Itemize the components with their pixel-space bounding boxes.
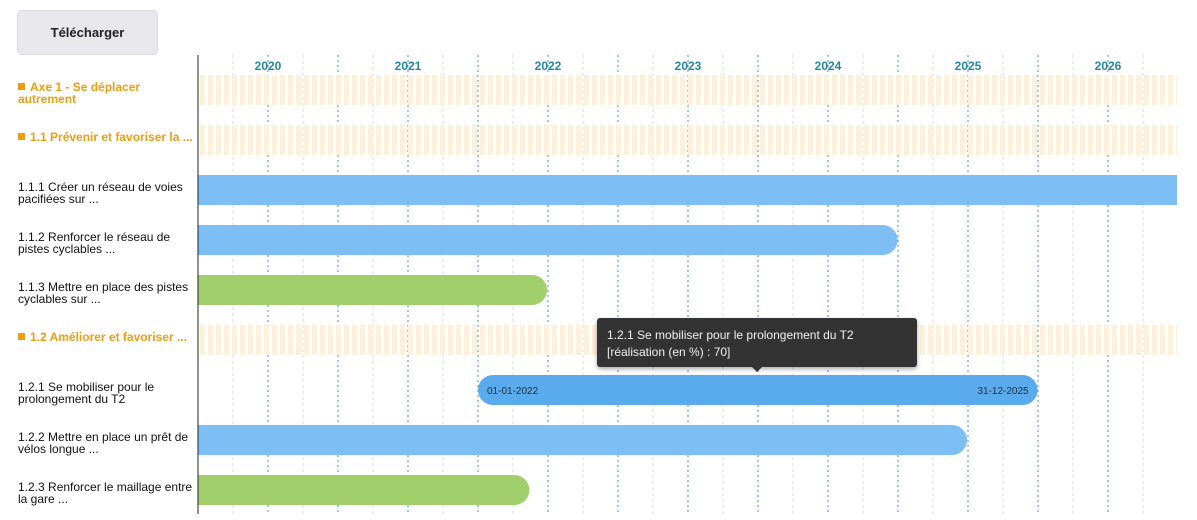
group-row-band: [198, 75, 1177, 105]
bar-start-date: 01-01-2022: [487, 386, 539, 397]
task-bar: [198, 275, 548, 305]
bar-end-date: 31-12-2025: [977, 386, 1029, 397]
group-label: 1.1 Prévenir et favoriser la ...: [18, 131, 193, 143]
bar-tooltip: 1.2.1 Se mobiliser pour le prolongement …: [597, 318, 917, 372]
row-label-text: 1.2 Améliorer et favoriser ...: [30, 330, 187, 344]
group-label: Axe 1 - Se déplacer autrement: [18, 81, 193, 105]
year-label: 2022: [535, 59, 562, 73]
row-label-text: 1.2.3 Renforcer le maillage entre la gar…: [18, 480, 193, 506]
task-label: 1.1.3 Mettre en place des pistes cyclabl…: [18, 281, 193, 305]
group-square-icon: [18, 83, 25, 90]
tooltip-detail: [réalisation (en %) : 70]: [607, 345, 731, 359]
row-label-text: Axe 1 - Se déplacer autrement: [18, 80, 141, 106]
row-label-text: 1.1.3 Mettre en place des pistes cyclabl…: [18, 280, 189, 306]
task-label: 1.1.2 Renforcer le réseau de pistes cycl…: [18, 231, 193, 255]
year-label: 2023: [675, 59, 702, 73]
task-label: 1.1.1 Créer un réseau de voies pacifiées…: [18, 181, 193, 205]
group-square-icon: [18, 333, 25, 340]
tooltip-title: 1.2.1 Se mobiliser pour le prolongement …: [607, 328, 854, 342]
group-label: 1.2 Améliorer et favoriser ...: [18, 331, 193, 343]
row-label-text: 1.1 Prévenir et favoriser la ...: [30, 130, 193, 144]
year-label: 2024: [815, 59, 842, 73]
task-bar: [198, 475, 530, 505]
row-label-text: 1.1.1 Créer un réseau de voies pacifiées…: [18, 180, 183, 206]
task-bar: [478, 375, 1038, 405]
row-label-text: 1.2.2 Mettre en place un prêt de vélos l…: [18, 430, 189, 456]
row-label-text: 1.1.2 Renforcer le réseau de pistes cycl…: [18, 230, 171, 256]
year-label: 2021: [395, 59, 422, 73]
group-row-band: [198, 125, 1177, 155]
task-label: 1.2.3 Renforcer le maillage entre la gar…: [18, 481, 193, 505]
group-square-icon: [18, 133, 25, 140]
year-label: 2026: [1095, 59, 1122, 73]
task-bar: [198, 225, 898, 255]
row-label-text: 1.2.1 Se mobiliser pour le prolongement …: [18, 380, 155, 406]
task-bar: [198, 175, 1177, 205]
year-label: 2020: [255, 59, 282, 73]
download-button[interactable]: Télécharger: [17, 10, 158, 55]
task-label: 1.2.1 Se mobiliser pour le prolongement …: [18, 381, 193, 405]
task-label: 1.2.2 Mettre en place un prêt de vélos l…: [18, 431, 193, 455]
task-bar: [198, 425, 968, 455]
year-label: 2025: [955, 59, 982, 73]
